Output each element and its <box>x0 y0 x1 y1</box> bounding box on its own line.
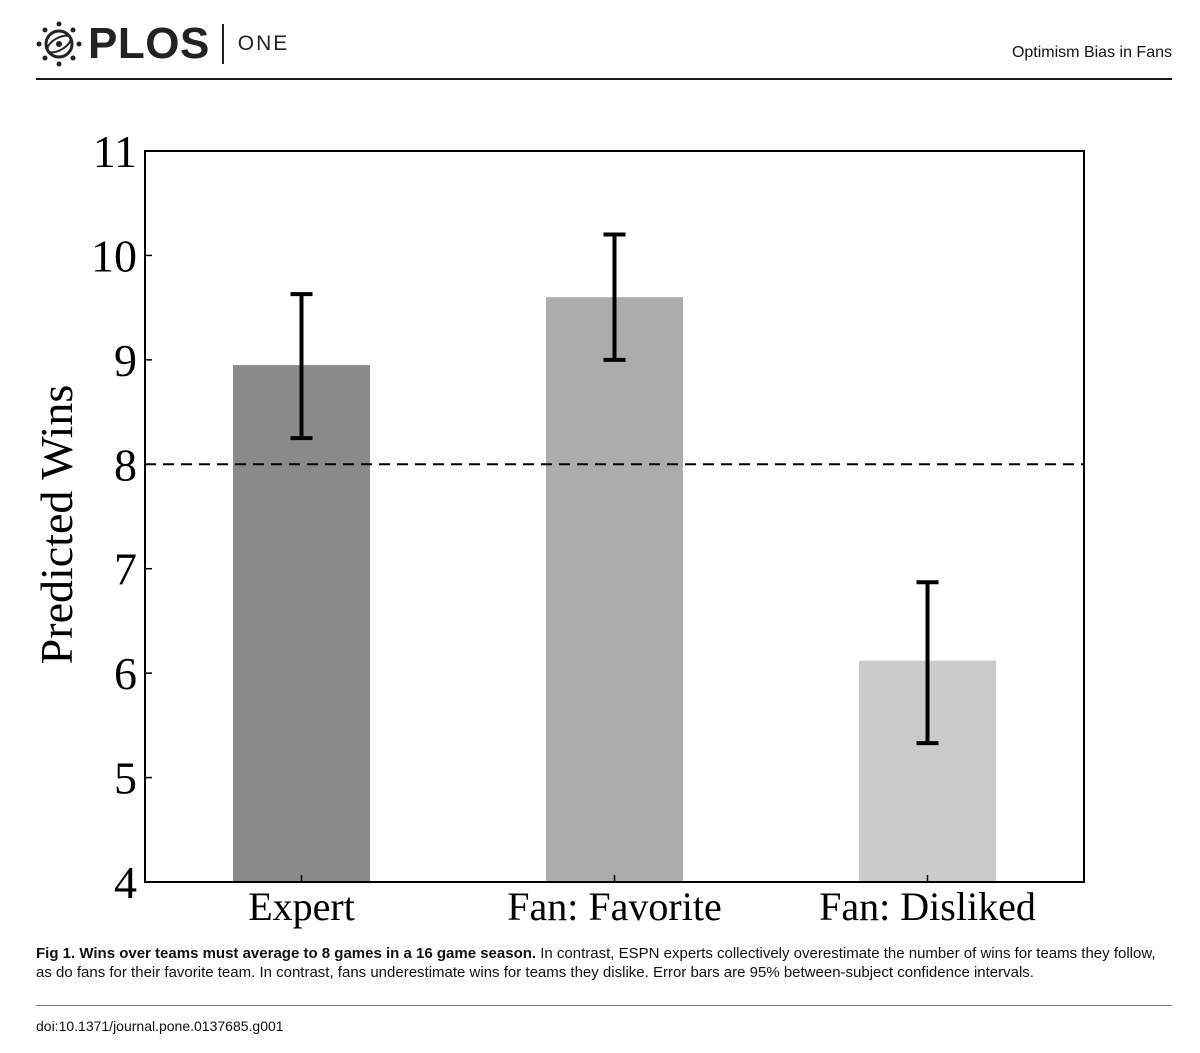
y-tick-label-11: 11 <box>93 126 137 177</box>
bar-1 <box>546 297 683 882</box>
page-header: PLOS ONE Optimism Bias in Fans <box>36 14 1172 80</box>
y-tick-label-4: 4 <box>114 857 137 908</box>
bar-0 <box>233 365 370 882</box>
y-tick-label-5: 5 <box>114 753 137 804</box>
plos-globe-icon <box>36 21 82 67</box>
figure-caption: Fig 1. Wins over teams must average to 8… <box>36 944 1172 982</box>
y-tick-label-9: 9 <box>114 335 137 386</box>
doi-link[interactable]: doi:10.1371/journal.pone.0137685.g001 <box>36 1018 284 1034</box>
bar-chart: 4 5 6 7 8 9 10 11 Expert Fan: Favorite Fan: Dislik… <box>31 126 1085 929</box>
running-head: Optimism Bias in Fans <box>1011 44 1172 61</box>
y-tick-label-7: 7 <box>114 544 137 595</box>
caption-body: In contrast, ESPN experts collectively o… <box>36 945 1156 981</box>
logo-plos-text: PLOS <box>88 19 210 68</box>
logo-one-text: ONE <box>237 32 290 55</box>
y-tick-label-6: 6 <box>114 648 137 699</box>
logo-divider <box>221 24 224 64</box>
y-axis-label: Predicted Wins <box>31 385 82 665</box>
y-tick-label-10: 10 <box>91 230 137 281</box>
caption-title: Fig 1. Wins over teams must average to 8… <box>36 945 537 962</box>
x-tick-label-1: Fan: Favorite <box>507 884 721 929</box>
plos-one-logo[interactable]: PLOS ONE <box>36 16 289 72</box>
x-tick-label-2: Fan: Disliked <box>819 884 1036 929</box>
x-tick-label-0: Expert <box>248 884 355 929</box>
y-tick-label-8: 8 <box>114 439 137 490</box>
caption-divider <box>36 1005 1172 1006</box>
